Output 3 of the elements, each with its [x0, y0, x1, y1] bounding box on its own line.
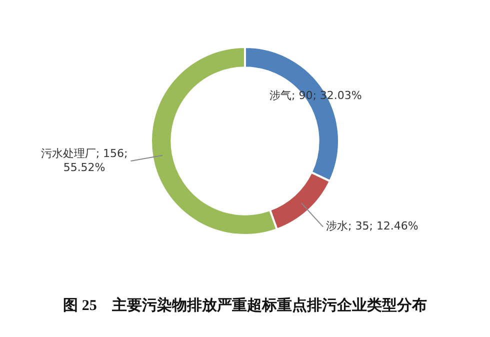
- slice-label: 涉水; 35; 12.46%: [326, 220, 418, 233]
- text: 图 25 主要污染物排放严重超标重点排污企业类型分布: [62, 296, 428, 315]
- slice-label: 污水处理厂; 156; 55.52%: [40, 146, 128, 174]
